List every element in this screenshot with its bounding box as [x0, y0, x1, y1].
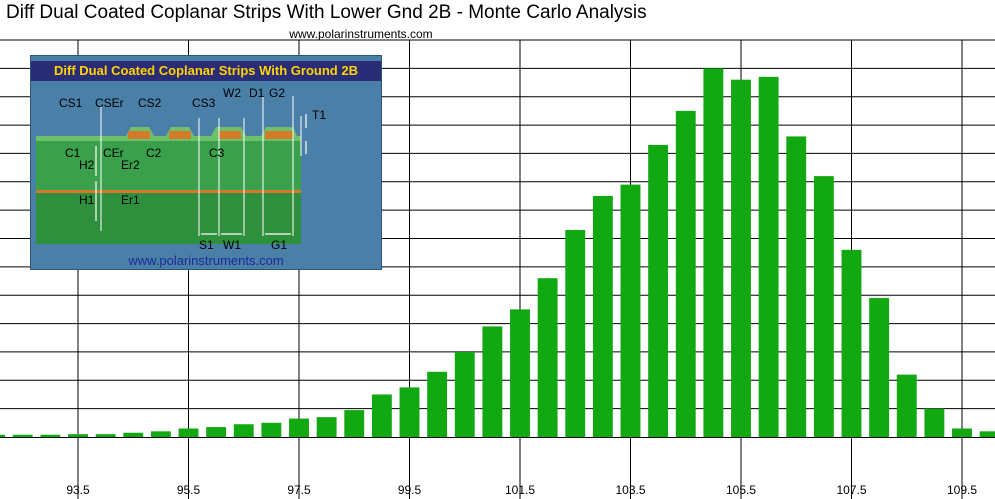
- x-tick-label: 97.5: [287, 483, 311, 497]
- histogram-bar: [565, 229, 586, 437]
- inset-label: C2: [146, 146, 162, 160]
- x-tick-label: 99.5: [398, 483, 422, 497]
- inset-label: CS1: [59, 96, 83, 110]
- inset-label: D1: [249, 86, 265, 100]
- histogram-bar: [316, 417, 337, 437]
- histogram-bar: [0, 434, 6, 437]
- histogram-bar: [620, 184, 641, 437]
- histogram-bar: [178, 428, 199, 437]
- chart-title: Diff Dual Coated Coplanar Strips With Lo…: [6, 2, 647, 23]
- histogram-bar: [233, 424, 254, 437]
- histogram-bar: [123, 432, 144, 437]
- inset-label: C3: [209, 146, 225, 160]
- histogram-bar: [813, 176, 834, 437]
- histogram-bar: [537, 278, 558, 437]
- histogram-bar: [592, 195, 613, 437]
- histogram-bar: [40, 434, 61, 437]
- x-tick-label: 103.5: [615, 483, 645, 497]
- inset-label: CSEr: [95, 96, 124, 110]
- inset-label: CS2: [138, 96, 162, 110]
- histogram-bar: [758, 76, 779, 437]
- histogram-bar: [841, 249, 862, 437]
- histogram-bar: [95, 434, 116, 437]
- histogram-bar: [952, 428, 972, 437]
- histogram-bar: [731, 79, 751, 437]
- inset-label: CS3: [192, 96, 216, 110]
- histogram-bar: [703, 68, 724, 437]
- histogram-bar: [482, 326, 503, 437]
- histogram-bar: [510, 309, 530, 437]
- histogram-bar: [924, 408, 945, 437]
- x-tick-label: 109.5: [947, 483, 977, 497]
- histogram-bar: [261, 422, 282, 437]
- histogram-bar: [979, 431, 995, 437]
- histogram-bar: [150, 431, 171, 437]
- histogram-bar: [786, 136, 807, 437]
- histogram-bar: [289, 418, 309, 437]
- histogram-bar: [869, 298, 890, 437]
- histogram-bar: [12, 434, 33, 437]
- histogram-bar: [454, 351, 475, 437]
- x-tick-label: 93.5: [66, 483, 90, 497]
- histogram-bar: [68, 434, 88, 437]
- inset-label: H2: [79, 158, 95, 172]
- x-tick-label: 107.5: [836, 483, 866, 497]
- inset-label: T1: [312, 108, 327, 122]
- inset-title: Diff Dual Coated Coplanar Strips With Gr…: [31, 61, 381, 81]
- x-tick-label: 105.5: [726, 483, 756, 497]
- x-tick-label: 95.5: [177, 483, 201, 497]
- inset-label: CEr: [103, 146, 124, 160]
- inset-label: W2: [223, 86, 241, 100]
- inset-url: www.polarinstruments.com: [128, 253, 284, 268]
- histogram-bar: [344, 410, 365, 437]
- histogram-bar: [206, 427, 227, 437]
- inset-label: C1: [65, 146, 81, 160]
- inset-label: W1: [223, 238, 241, 252]
- histogram-bar: [648, 144, 669, 437]
- chart-subtitle: www.polarinstruments.com: [289, 27, 433, 41]
- histogram-bar: [427, 371, 448, 437]
- inset-label: G2: [269, 86, 286, 100]
- cross-section-drawing: [36, 96, 307, 244]
- histogram-bar: [399, 387, 420, 437]
- histogram-bar: [896, 374, 917, 437]
- inset-label: G1: [271, 238, 288, 252]
- inset-diagram: Diff Dual Coated Coplanar Strips With Gr…: [30, 55, 382, 270]
- inset-label: Er1: [121, 193, 140, 207]
- inset-label: S1: [199, 238, 214, 252]
- histogram-bar: [371, 394, 392, 437]
- histogram-bar: [675, 110, 696, 438]
- inset-label: Er2: [121, 158, 140, 172]
- inset-label: H1: [79, 193, 95, 207]
- x-tick-label: 101.5: [505, 483, 535, 497]
